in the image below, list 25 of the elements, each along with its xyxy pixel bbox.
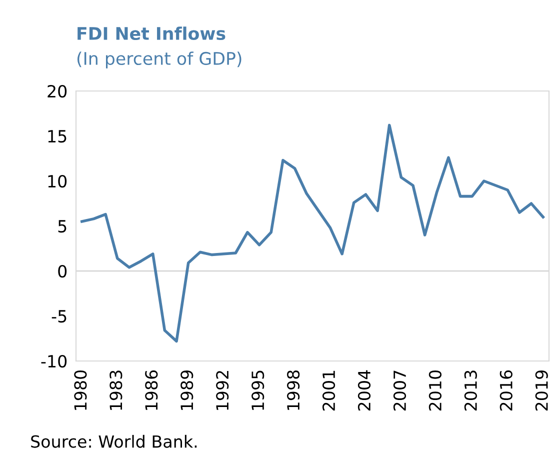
x-tick-label: 2010: [428, 370, 442, 411]
x-tick-label: 1992: [216, 371, 229, 410]
x-tick-label: 2019: [535, 370, 548, 411]
y-tick-label: -10: [41, 354, 67, 368]
x-tick-label: 2007: [393, 370, 406, 411]
x-tick-label: 2004: [358, 370, 371, 411]
chart-subtitle: (In percent of GDP): [77, 52, 242, 68]
x-tick-label: 1998: [286, 370, 300, 410]
x-tick-label: 1989: [180, 370, 194, 410]
x-tick-label: 1980: [74, 370, 87, 410]
source-note: Source: World Bank.: [31, 434, 197, 448]
y-tick-label: 15: [48, 130, 66, 143]
line-series: [80, 124, 544, 343]
x-tick-label: 2016: [500, 370, 512, 411]
chart-title: FDI Net Inflows: [78, 26, 226, 40]
y-tick-label: -5: [52, 310, 66, 323]
y-tick-label: 10: [48, 174, 67, 188]
x-tick-label: 2013: [464, 370, 477, 411]
x-tick-label: 1995: [252, 370, 264, 410]
x-tick-label: 1983: [110, 370, 122, 410]
x-tick-label: 1986: [145, 370, 158, 410]
x-tick-label: 2001: [322, 370, 336, 411]
y-tick-label: 5: [58, 220, 66, 233]
y-tick-label: 20: [48, 84, 67, 98]
y-tick-label: 0: [58, 264, 67, 278]
